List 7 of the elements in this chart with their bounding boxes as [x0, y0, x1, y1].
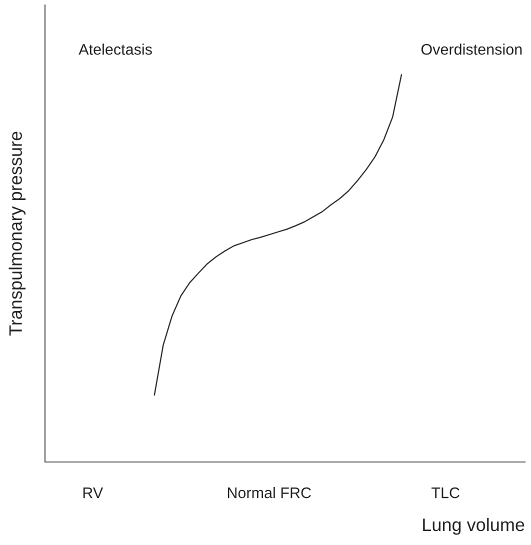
x-axis-title: Lung volume	[423, 518, 524, 535]
text: Overdistension	[421, 44, 522, 55]
x-tick-label: TLC	[432, 487, 460, 498]
y-axis-title: Transpulmonary pressure	[8, 132, 26, 336]
x-tick-label: RV	[83, 488, 104, 498]
text: Atelectasis	[78, 44, 152, 55]
x-tick-label: Normal FRC	[228, 487, 311, 498]
